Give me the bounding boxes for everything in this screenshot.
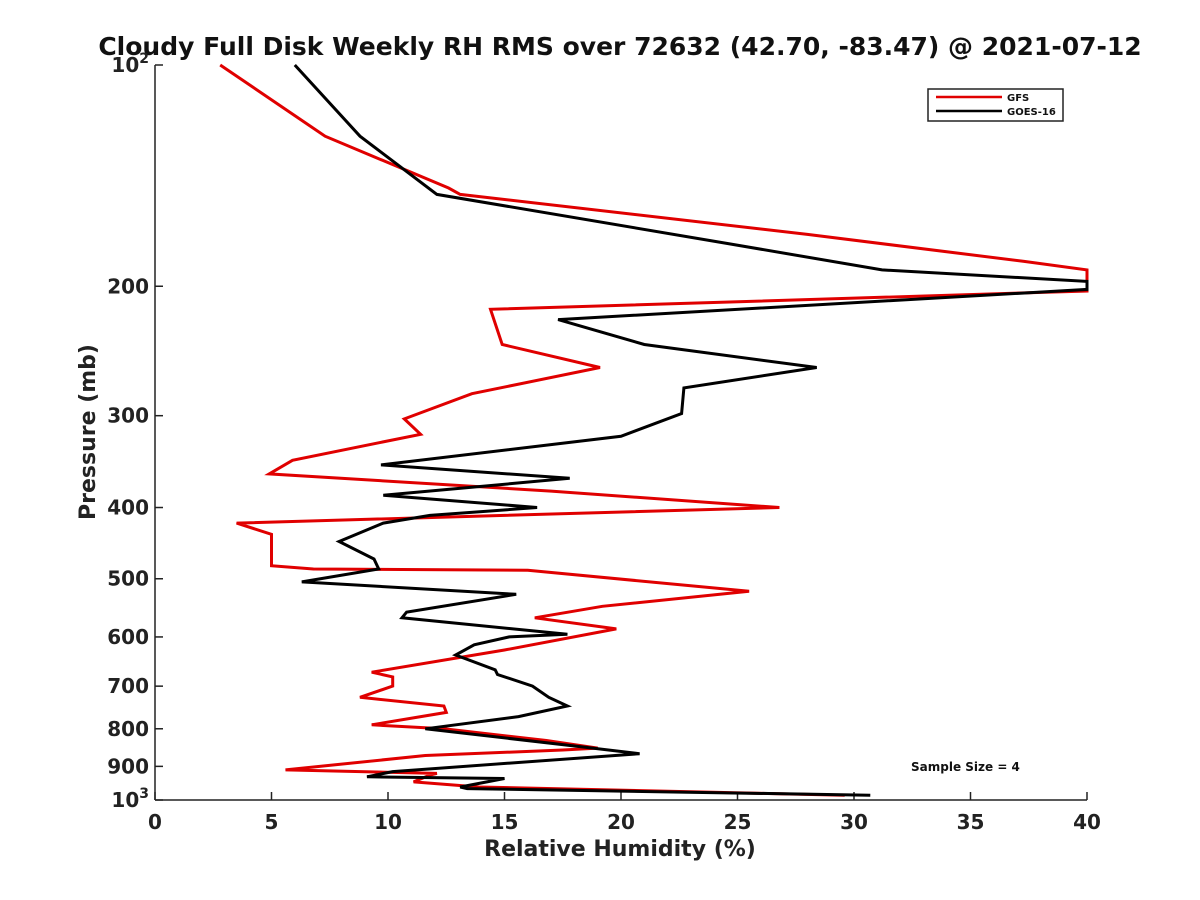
x-tick-label: 30	[840, 810, 868, 834]
y-tick-label: 800	[107, 717, 149, 741]
legend-label-goes16: GOES-16	[1007, 107, 1056, 118]
y-tick-label: 103	[111, 786, 149, 812]
x-axis-label: Relative Humidity (%)	[484, 837, 756, 862]
y-tick-label: 600	[107, 625, 149, 649]
series-layer	[219, 63, 1089, 797]
x-tick-label: 35	[957, 810, 985, 834]
y-tick-label: 500	[107, 567, 149, 591]
legend-box	[927, 88, 1064, 122]
chart-title: Cloudy Full Disk Weekly RH RMS over 7263…	[98, 32, 1141, 61]
y-ticks: 102 200 300 400 500 600 700 800 900 103	[107, 51, 163, 812]
y-tick-label: 102	[111, 51, 149, 77]
x-tick-label: 40	[1073, 810, 1101, 834]
x-tick-label: 15	[491, 810, 519, 834]
legend-label-gfs: GFS	[1007, 93, 1029, 104]
legend: GFS GOES-16	[927, 88, 1064, 122]
y-tick-label: 400	[107, 496, 149, 520]
x-tick-label: 25	[724, 810, 752, 834]
y-tick-label: 900	[107, 754, 149, 778]
y-tick-label: 300	[107, 404, 149, 428]
x-ticks: 0 5 10 15 20 25 30 35 40	[148, 792, 1101, 834]
y-axis-label: Pressure (mb)	[76, 344, 101, 520]
x-tick-label: 0	[148, 810, 162, 834]
y-tick-label: 200	[107, 274, 149, 298]
x-tick-label: 20	[607, 810, 635, 834]
x-tick-label: 10	[374, 810, 402, 834]
y-tick-label: 700	[107, 674, 149, 698]
x-tick-label: 5	[265, 810, 279, 834]
sample-size-annotation: Sample Size = 4	[911, 760, 1020, 774]
series-line-goes16	[293, 63, 1089, 797]
series-line-gfs	[219, 63, 1089, 797]
